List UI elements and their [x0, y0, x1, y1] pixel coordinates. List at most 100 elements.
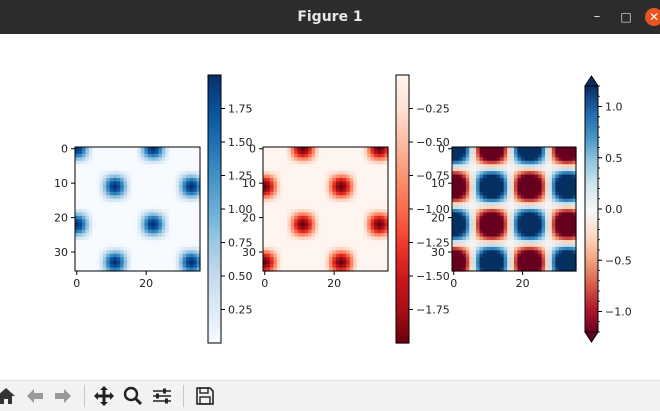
heatmap-cell: [353, 226, 358, 231]
heatmap-cell: [182, 212, 187, 217]
back-icon[interactable]: [23, 385, 47, 407]
minimize-button[interactable]: –: [593, 9, 601, 24]
heatmap-cell: [370, 226, 375, 231]
heatmap-cell: [322, 157, 327, 162]
heatmap-cell: [318, 205, 323, 210]
colorbar-segment: [396, 142, 409, 145]
heatmap-cell: [360, 240, 365, 245]
heatmap-cell: [472, 188, 477, 193]
heatmap-cell: [99, 171, 104, 176]
heatmap-cell: [503, 178, 508, 183]
heatmap-cell: [88, 233, 93, 238]
heatmap-cell: [370, 181, 375, 186]
heatmap-cell: [283, 153, 288, 158]
heatmap-cell: [99, 260, 104, 265]
colorbar-segment: [585, 309, 598, 313]
heatmap-cell: [304, 215, 309, 220]
heatmap-cell: [384, 226, 389, 231]
heatmap-cell: [353, 212, 358, 217]
configure-subplots-icon[interactable]: [150, 385, 174, 407]
heatmap-cell: [346, 236, 351, 241]
home-icon[interactable]: [0, 385, 18, 407]
heatmap-cell: [489, 160, 494, 165]
heatmap-cell: [134, 150, 139, 155]
heatmap-cell: [569, 264, 574, 269]
heatmap-cell: [458, 157, 463, 162]
heatmap-cell: [377, 222, 382, 227]
heatmap-cell: [483, 264, 488, 269]
heatmap-cell: [81, 215, 87, 220]
heatmap-cell: [572, 226, 577, 231]
heatmap-cell: [538, 178, 543, 183]
colorbar-segment: [585, 245, 598, 249]
colorbar-segment: [208, 90, 221, 94]
close-button[interactable]: ✕: [645, 8, 660, 26]
heatmap-cell: [367, 222, 372, 227]
heatmap-cell: [193, 160, 198, 165]
colorbar-segment: [585, 291, 598, 294]
heatmap-cell: [349, 184, 354, 189]
heatmap-cell: [130, 202, 135, 207]
heatmap-cell: [311, 198, 316, 203]
heatmap-cell: [301, 160, 306, 165]
colorbar-segment: [585, 94, 598, 97]
heatmap-cell: [120, 267, 125, 272]
heatmap-cell: [182, 243, 187, 248]
heatmap-cell: [276, 153, 281, 158]
heatmap-cell: [308, 219, 313, 224]
forward-icon[interactable]: [51, 385, 75, 407]
heatmap-cell: [472, 198, 477, 203]
heatmap-cell: [147, 188, 152, 193]
heatmap-cell: [486, 205, 491, 210]
heatmap-cell: [510, 184, 515, 189]
heatmap-cell: [280, 240, 285, 245]
heatmap-cell: [189, 267, 194, 272]
heatmap-cell: [109, 215, 114, 220]
heatmap-cell: [483, 250, 488, 255]
heatmap-cell: [332, 229, 337, 234]
heatmap-cell: [75, 174, 80, 179]
heatmap-cell: [109, 209, 114, 214]
colorbar-segment: [585, 182, 598, 185]
zoom-icon[interactable]: [121, 385, 145, 407]
heatmap-cell: [458, 150, 463, 155]
heatmap-cell: [88, 219, 93, 224]
heatmap-cell: [308, 191, 313, 196]
heatmap-cell: [541, 253, 546, 258]
figure-canvas[interactable]: 0 20 0 10 20 30 0.25 0.50 0.75 1.00 1.25 1.50 1.75 0 2…: [0, 34, 660, 380]
pan-icon[interactable]: [92, 385, 116, 407]
heatmap-cell: [140, 246, 146, 251]
heatmap-cell: [134, 267, 139, 272]
heatmap-cell: [517, 181, 522, 186]
heatmap-cell: [113, 212, 118, 217]
heatmap-cell: [322, 160, 327, 165]
heatmap-cell: [541, 178, 546, 183]
heatmap-cell: [503, 174, 508, 179]
heatmap-cell: [353, 153, 358, 158]
heatmap-cell: [339, 191, 344, 196]
heatmap-cell: [458, 250, 463, 255]
heatmap-cell: [283, 246, 288, 251]
heatmap-cell: [353, 233, 358, 238]
heatmap-cell: [356, 171, 361, 176]
colorbar-segment: [585, 112, 598, 116]
colorbar-segment: [585, 149, 598, 153]
heatmap-cell: [263, 195, 268, 200]
heatmap-cell: [493, 212, 498, 217]
heatmap-cell: [182, 215, 187, 220]
heatmap-cell: [572, 236, 577, 241]
heatmap-cell: [182, 233, 187, 238]
heatmap-cell: [140, 222, 146, 227]
heatmap-cell: [534, 253, 539, 258]
save-icon[interactable]: [193, 385, 217, 407]
heatmap-cell: [565, 233, 570, 238]
heatmap-cell: [374, 246, 379, 251]
heatmap-cell: [137, 236, 142, 241]
maximize-button[interactable]: □: [620, 10, 632, 24]
heatmap-cell: [88, 174, 93, 179]
heatmap-cell: [489, 195, 494, 200]
heatmap-cell: [332, 153, 337, 158]
heatmap-cell: [85, 147, 90, 152]
heatmap-cell: [123, 157, 128, 162]
heatmap-cell: [325, 240, 330, 245]
